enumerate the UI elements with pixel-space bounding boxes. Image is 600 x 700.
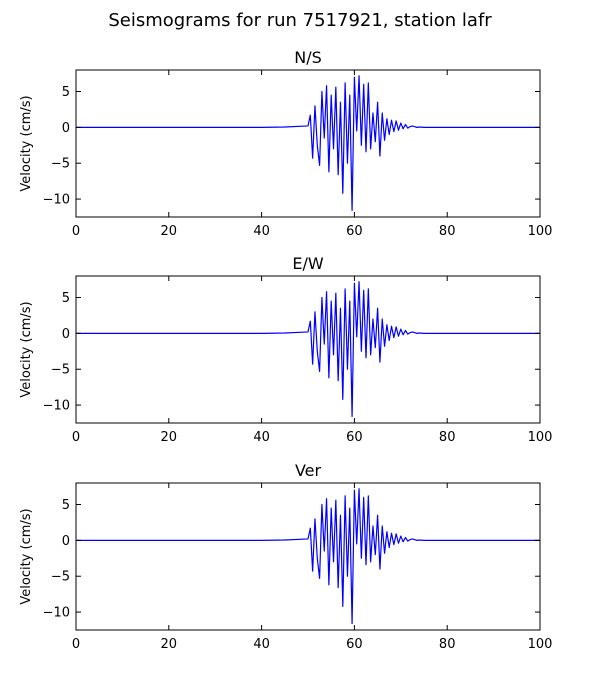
y-tick-label: −10 bbox=[43, 399, 70, 414]
x-tick-label: 60 bbox=[346, 224, 363, 239]
x-tick-label: 80 bbox=[439, 430, 456, 445]
x-tick-label: 100 bbox=[528, 430, 553, 445]
y-axis-label-2: Velocity (cm/s) bbox=[19, 508, 34, 604]
y-tick-label: −10 bbox=[43, 193, 70, 208]
y-axis-label-1: Velocity (cm/s) bbox=[19, 301, 34, 397]
y-tick-label: −10 bbox=[43, 606, 70, 621]
x-tick-label: 0 bbox=[72, 637, 80, 652]
x-tick-label: 100 bbox=[528, 637, 553, 652]
axes-frame-2 bbox=[75, 482, 541, 631]
x-tick-label: 60 bbox=[346, 430, 363, 445]
x-tick-label: 20 bbox=[161, 637, 178, 652]
panel-title-2: Ver bbox=[295, 461, 322, 480]
panel-title-1: E/W bbox=[292, 254, 324, 273]
y-tick-label: −5 bbox=[51, 157, 70, 172]
y-tick-label: 0 bbox=[62, 121, 70, 136]
x-tick-label: 20 bbox=[161, 430, 178, 445]
y-tick-label: 5 bbox=[62, 291, 70, 306]
x-tick-label: 0 bbox=[72, 224, 80, 239]
y-tick-label: −5 bbox=[51, 570, 70, 585]
y-tick-label: 0 bbox=[62, 327, 70, 342]
figure-title: Seismograms for run 7517921, station laf… bbox=[108, 10, 492, 31]
axes-frame-1 bbox=[75, 275, 541, 424]
x-tick-label: 80 bbox=[439, 637, 456, 652]
x-tick-label: 60 bbox=[346, 637, 363, 652]
x-tick-label: 100 bbox=[528, 224, 553, 239]
y-tick-label: 0 bbox=[62, 534, 70, 549]
series-line-2-0 bbox=[76, 488, 540, 625]
x-tick-label: 80 bbox=[439, 224, 456, 239]
y-tick-label: 5 bbox=[62, 498, 70, 513]
x-tick-label: 40 bbox=[253, 224, 270, 239]
axes-frame-0 bbox=[75, 69, 541, 218]
y-axis-label-0: Velocity (cm/s) bbox=[19, 95, 34, 191]
x-tick-label: 40 bbox=[253, 637, 270, 652]
series-line-1-0 bbox=[76, 281, 540, 418]
y-tick-label: −5 bbox=[51, 363, 70, 378]
y-tick-label: 5 bbox=[62, 85, 70, 100]
series-line-0-0 bbox=[76, 75, 540, 212]
x-tick-label: 0 bbox=[72, 430, 80, 445]
x-tick-label: 40 bbox=[253, 430, 270, 445]
panel-title-0: N/S bbox=[294, 48, 322, 67]
x-tick-label: 20 bbox=[161, 224, 178, 239]
